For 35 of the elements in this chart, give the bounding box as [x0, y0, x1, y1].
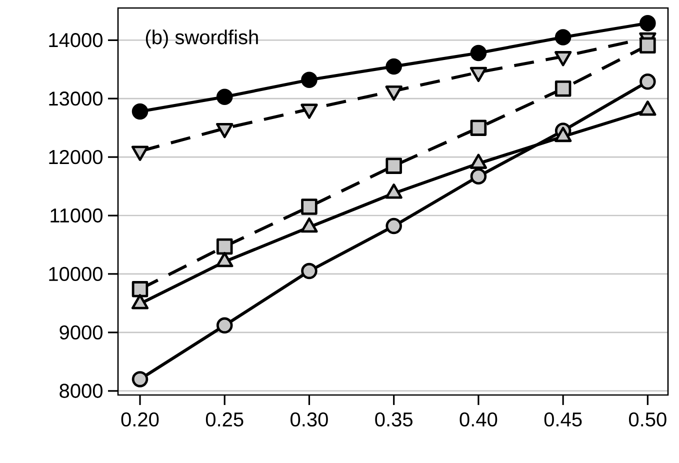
y-tick-label: 8000 [60, 384, 102, 398]
y-tick-label: 11000 [50, 208, 102, 223]
point [554, 29, 572, 46]
text: (b) swordfish [146, 30, 258, 48]
y-tick-label: 9000 [60, 325, 102, 340]
point [216, 238, 233, 255]
x-tick-label: 0.25 [206, 412, 244, 427]
point [640, 37, 656, 54]
point [470, 168, 487, 184]
x-tick-label: 0.20 [121, 412, 159, 427]
x-tick-label: 0.40 [460, 412, 498, 427]
point [301, 262, 318, 280]
x-tick-label: 0.35 [375, 412, 412, 427]
point [386, 58, 402, 75]
y-tick-label: 14000 [49, 33, 102, 48]
point [470, 44, 487, 62]
x-tick-label: 0.50 [629, 412, 666, 427]
x-tick-label: 0.30 [290, 412, 328, 427]
y-tick-label: 12000 [49, 150, 102, 164]
point [386, 218, 402, 234]
point [216, 317, 233, 334]
point [132, 371, 148, 388]
x-tick-label: 0.45 [544, 412, 582, 427]
point [554, 80, 572, 97]
point [640, 74, 656, 90]
point [301, 198, 318, 215]
point [386, 158, 402, 174]
y-tick-label: 10000 [49, 266, 102, 282]
point [132, 103, 148, 120]
point [301, 72, 318, 88]
y-tick-label: 13000 [49, 92, 102, 106]
point [470, 120, 487, 136]
point [640, 15, 656, 32]
point [132, 281, 148, 298]
point [216, 88, 233, 105]
